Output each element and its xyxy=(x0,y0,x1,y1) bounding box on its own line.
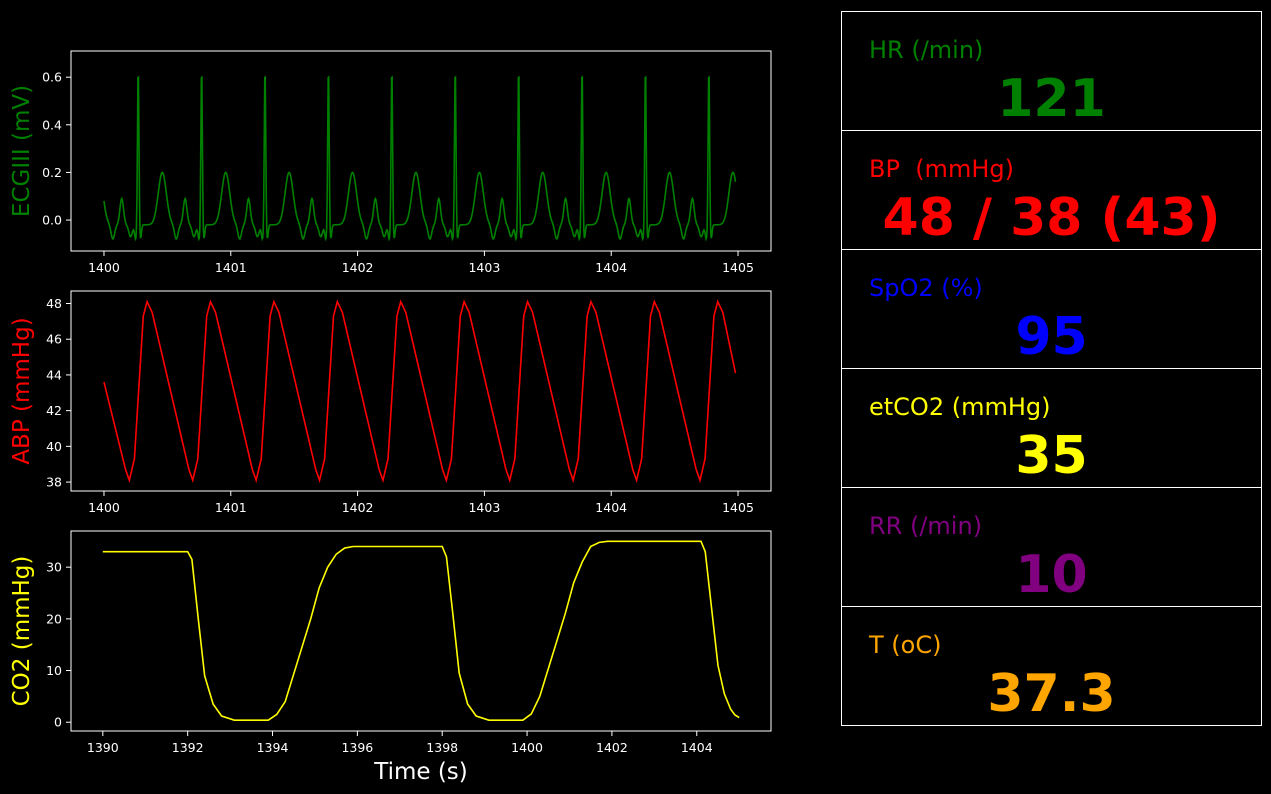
vital-bp: BP (mmHg) 48 / 38 (43) xyxy=(841,130,1262,250)
y-tick-label: 42 xyxy=(46,403,62,418)
x-tick-label: 1401 xyxy=(215,500,247,515)
x-tick-label: 1402 xyxy=(342,260,374,275)
y-tick-label: 40 xyxy=(46,439,62,454)
y-tick-label: 30 xyxy=(46,560,62,575)
vital-hr-value: 121 xyxy=(997,69,1106,129)
x-tick-label: 1402 xyxy=(596,740,628,755)
y-axis-label: ABP (mmHg) xyxy=(9,317,35,464)
x-tick-label: 1400 xyxy=(88,260,120,275)
vital-rr: RR (/min) 10 xyxy=(841,487,1262,607)
y-tick-label: 10 xyxy=(46,663,62,678)
x-axis-label: Time (s) xyxy=(373,759,468,785)
vital-spo2: SpO2 (%) 95 xyxy=(841,249,1262,369)
x-tick-label: 1394 xyxy=(257,740,289,755)
y-axis-label: CO2 (mmHg) xyxy=(9,556,35,707)
y-tick-label: 20 xyxy=(46,611,62,626)
vital-etco2: etCO2 (mmHg) 35 xyxy=(841,368,1262,488)
x-tick-label: 1401 xyxy=(215,260,247,275)
x-tick-label: 1405 xyxy=(722,500,754,515)
vital-etco2-value: 35 xyxy=(1015,426,1088,486)
vital-rr-label: RR (/min) xyxy=(869,512,983,540)
vital-rr-value: 10 xyxy=(1015,545,1088,605)
plot-frame-0 xyxy=(70,50,772,252)
x-tick-label: 1405 xyxy=(722,260,754,275)
vital-bp-value: 48 / 38 (43) xyxy=(882,188,1221,248)
x-tick-label: 1403 xyxy=(468,500,500,515)
y-tick-label: 0 xyxy=(54,715,62,730)
x-tick-label: 1402 xyxy=(342,500,374,515)
y-tick-label: 38 xyxy=(46,475,62,490)
y-axis-label: ECGIII (mV) xyxy=(9,85,35,217)
y-tick-label: 0.6 xyxy=(42,70,62,85)
plot-frame-2 xyxy=(70,530,772,732)
x-tick-label: 1404 xyxy=(681,740,713,755)
x-tick-label: 1400 xyxy=(511,740,543,755)
y-tick-label: 0.0 xyxy=(42,213,62,228)
x-tick-label: 1390 xyxy=(87,740,119,755)
vital-spo2-value: 95 xyxy=(1015,307,1088,367)
waveform-plots: 1400 1401 1402 1403 1404 1405 0.0 0.2 0.4 0.6 ECGI… xyxy=(9,50,772,785)
x-tick-label: 1392 xyxy=(172,740,204,755)
vital-spo2-label: SpO2 (%) xyxy=(869,274,983,302)
y-tick-label: 0.4 xyxy=(42,117,62,132)
y-tick-label: 44 xyxy=(46,367,62,382)
y-tick-label: 46 xyxy=(46,332,62,347)
vital-bp-label: BP (mmHg) xyxy=(869,155,1014,183)
x-tick-label: 1403 xyxy=(468,260,500,275)
vital-temp-value: 37.3 xyxy=(987,664,1116,724)
x-tick-label: 1398 xyxy=(426,740,458,755)
vital-hr: HR (/min) 121 xyxy=(841,11,1262,131)
x-tick-label: 1396 xyxy=(341,740,373,755)
vital-hr-label: HR (/min) xyxy=(869,36,984,64)
vital-temp: T (oC) 37.3 xyxy=(841,606,1262,726)
chart-2: 1390 1392 1394 1396 1398 1400 1402 1404 0 10 20 30 C… xyxy=(9,530,772,785)
series-line-2 xyxy=(102,540,740,721)
chart-1: 1400 1401 1402 1403 1404 1405 38 40 42 44 46 48 ABP … xyxy=(9,290,772,515)
x-tick-label: 1404 xyxy=(595,260,627,275)
chart-0: 1400 1401 1402 1403 1404 1405 0.0 0.2 0.4 0.6 ECGI… xyxy=(9,50,772,275)
series-line-1 xyxy=(103,299,737,484)
plot-frame-1 xyxy=(70,290,772,492)
y-tick-label: 0.2 xyxy=(42,165,62,180)
vitals-panel: HR (/min) 121 BP (mmHg) 48 / 38 (43) SpO… xyxy=(841,11,1262,726)
x-tick-label: 1400 xyxy=(88,500,120,515)
x-tick-label: 1404 xyxy=(595,500,627,515)
vital-temp-label: T (oC) xyxy=(869,631,942,659)
vital-etco2-label: etCO2 (mmHg) xyxy=(869,393,1051,421)
y-tick-label: 48 xyxy=(46,296,62,311)
series-line-0 xyxy=(103,75,737,242)
